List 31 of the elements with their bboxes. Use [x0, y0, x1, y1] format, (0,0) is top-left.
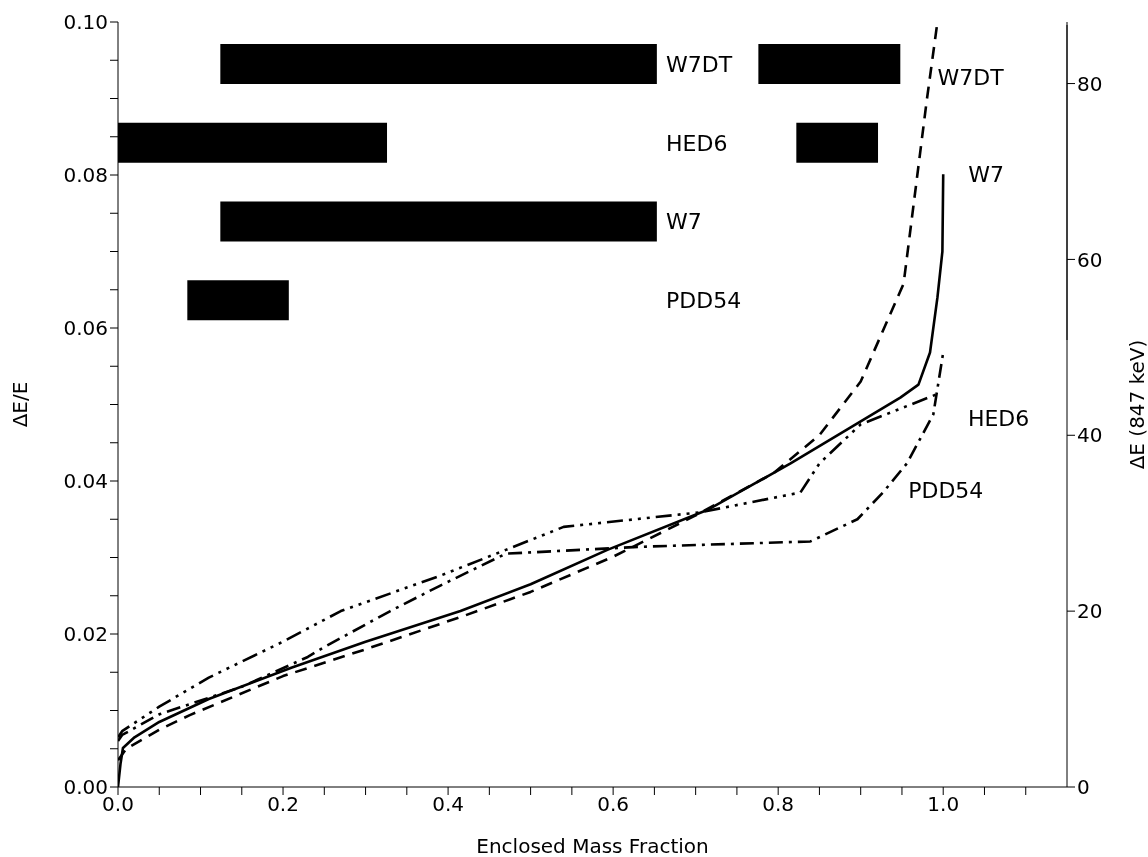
x-tick-label: 0.4 [432, 792, 464, 817]
y-tick-label: HED6 [666, 130, 728, 156]
y2-tick-label: 20 [1077, 599, 1103, 624]
y-tick-label: 0.02 [63, 622, 108, 647]
series-label: HED6 [967, 405, 1030, 431]
y2-axis-title: ΔE (847 keV) [1125, 339, 1148, 470]
x-tick-label: 0.6 [597, 792, 630, 817]
bar [758, 44, 901, 84]
y2-tick-label: 40 [1077, 423, 1103, 448]
bar [220, 201, 657, 242]
y-tick-label: 0.04 [63, 469, 108, 494]
series-label: W7DT [937, 64, 1005, 90]
bar [187, 280, 289, 321]
series-label: PDD54 [908, 477, 984, 503]
y-tick-label: 0.06 [63, 316, 108, 341]
bar [796, 122, 879, 163]
x-tick-label: 0.2 [267, 792, 299, 817]
y-tick-label: W7DT [666, 51, 733, 77]
y-tick-label: 0.10 [63, 10, 108, 35]
y-tick-label: W7 [666, 209, 702, 235]
y-axis-title: ΔE/E [8, 381, 33, 428]
x-tick-label: 1.0 [927, 792, 960, 817]
series-label: W7 [968, 161, 1004, 187]
y2-tick-label: 80 [1077, 71, 1103, 96]
y2-tick-label: 0 [1077, 775, 1090, 800]
x-tick-label: 0.8 [762, 792, 795, 817]
y2-tick-label: 60 [1077, 247, 1103, 272]
y-tick-label: PDD54 [666, 288, 742, 314]
y-tick-label: 0.08 [63, 163, 108, 188]
x-axis-title: Enclosed Mass Fraction [476, 834, 709, 857]
bar [220, 44, 657, 84]
